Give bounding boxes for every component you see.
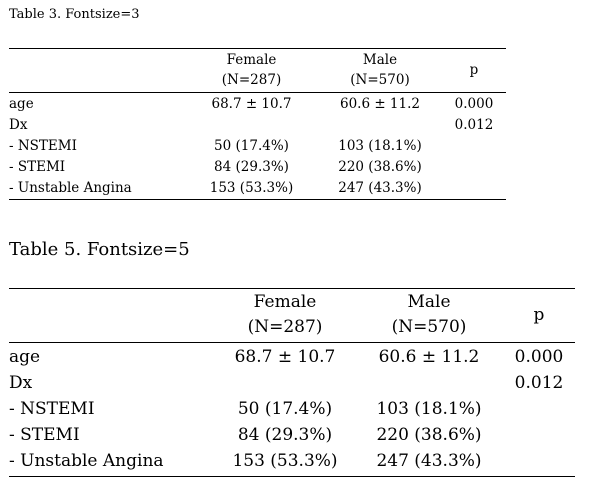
table-3-header-male-n: (N=570) (350, 72, 410, 88)
table-5-header-p: p (533, 304, 545, 325)
female-value: 153 (53.3%) (232, 451, 338, 471)
table-row: - NSTEMI 50 (17.4%) 103 (18.1%) (9, 136, 506, 157)
female-value: 84 (29.3%) (214, 159, 289, 175)
table-row: age 68.7 ± 10.7 60.6 ± 11.2 0.000 (9, 94, 506, 115)
table-3-header-blank-2 (9, 70, 185, 90)
female-value (215, 370, 355, 396)
row-label: - NSTEMI (9, 138, 77, 154)
male-value: 60.6 ± 11.2 (339, 96, 420, 112)
table-row: - STEMI 84 (29.3%) 220 (38.6%) (9, 422, 575, 448)
table-3-bottom-rule (9, 199, 506, 200)
table-3-body: age 68.7 ± 10.7 60.6 ± 11.2 0.000 Dx 0.0… (9, 94, 506, 199)
male-value: 60.6 ± 11.2 (378, 347, 480, 367)
table-5-header-male: Male (407, 292, 451, 312)
table-row: Dx 0.012 (9, 115, 506, 136)
table-row: - Unstable Angina 153 (53.3%) 247 (43.3%… (9, 178, 506, 199)
p-value (442, 178, 506, 199)
p-value (503, 422, 575, 448)
row-label: - STEMI (9, 425, 80, 445)
row-label: age (9, 96, 34, 112)
table-5-header-female: Female (253, 292, 317, 312)
p-value (442, 136, 506, 157)
male-value: 220 (38.6%) (376, 425, 482, 445)
table-5-header-male-n: (N=570) (391, 317, 467, 337)
p-value: 0.012 (454, 117, 494, 133)
table-3-caption: Table 3. Fontsize=3 (9, 7, 140, 22)
table-3-header-female: Female (226, 52, 277, 68)
table-3-top-rule (9, 48, 506, 49)
table-5-top-rule (9, 288, 575, 289)
male-value: 247 (43.3%) (376, 451, 482, 471)
table-3-header-male: Male (362, 52, 398, 68)
female-value: 84 (29.3%) (237, 425, 333, 445)
table-3-header-blank (9, 50, 185, 70)
row-label: - Unstable Angina (9, 180, 132, 196)
row-label: age (9, 347, 41, 367)
male-value (318, 115, 442, 136)
male-value: 103 (18.1%) (338, 138, 422, 154)
p-value: 0.000 (514, 347, 564, 367)
table-row: Dx 0.012 (9, 370, 575, 396)
male-value: 220 (38.6%) (338, 159, 422, 175)
female-value: 153 (53.3%) (209, 180, 294, 196)
table-row: age 68.7 ± 10.7 60.6 ± 11.2 0.000 (9, 344, 575, 370)
table-3-header-rule (9, 92, 506, 93)
table-5-header: Female Male p (N=287) (N=570) (9, 290, 575, 340)
male-value: 103 (18.1%) (376, 399, 482, 419)
female-value: 50 (17.4%) (237, 399, 333, 419)
p-value (442, 157, 506, 178)
table-5-header-rule (9, 342, 575, 343)
female-value (185, 115, 318, 136)
p-value (503, 448, 575, 474)
table-5-caption: Table 5. Fontsize=5 (9, 239, 190, 260)
table-3-header: Female Male p (N=287) (N=570) (9, 50, 506, 90)
male-value: 247 (43.3%) (338, 180, 422, 196)
table-row: - STEMI 84 (29.3%) 220 (38.6%) (9, 157, 506, 178)
female-value: 68.7 ± 10.7 (234, 347, 336, 367)
female-value: 68.7 ± 10.7 (211, 96, 292, 112)
table-5-header-blank-2 (9, 315, 215, 340)
table-row: - Unstable Angina 153 (53.3%) 247 (43.3%… (9, 448, 575, 474)
table-5-header-female-n: (N=287) (247, 317, 323, 337)
table-5-header-blank (9, 290, 215, 315)
row-label: - Unstable Angina (9, 451, 164, 471)
p-value: 0.012 (514, 373, 564, 393)
row-label: - STEMI (9, 159, 66, 175)
table-3-header-p: p (469, 62, 479, 78)
table-row: - NSTEMI 50 (17.4%) 103 (18.1%) (9, 396, 575, 422)
table-3-header-female-n: (N=287) (221, 72, 282, 88)
row-label: Dx (9, 373, 33, 393)
female-value: 50 (17.4%) (214, 138, 289, 154)
table-5-body: age 68.7 ± 10.7 60.6 ± 11.2 0.000 Dx 0.0… (9, 344, 575, 474)
table-5-bottom-rule (9, 476, 575, 477)
row-label: Dx (9, 117, 28, 133)
p-value (503, 396, 575, 422)
male-value (355, 370, 503, 396)
p-value: 0.000 (454, 96, 494, 112)
row-label: - NSTEMI (9, 399, 95, 419)
